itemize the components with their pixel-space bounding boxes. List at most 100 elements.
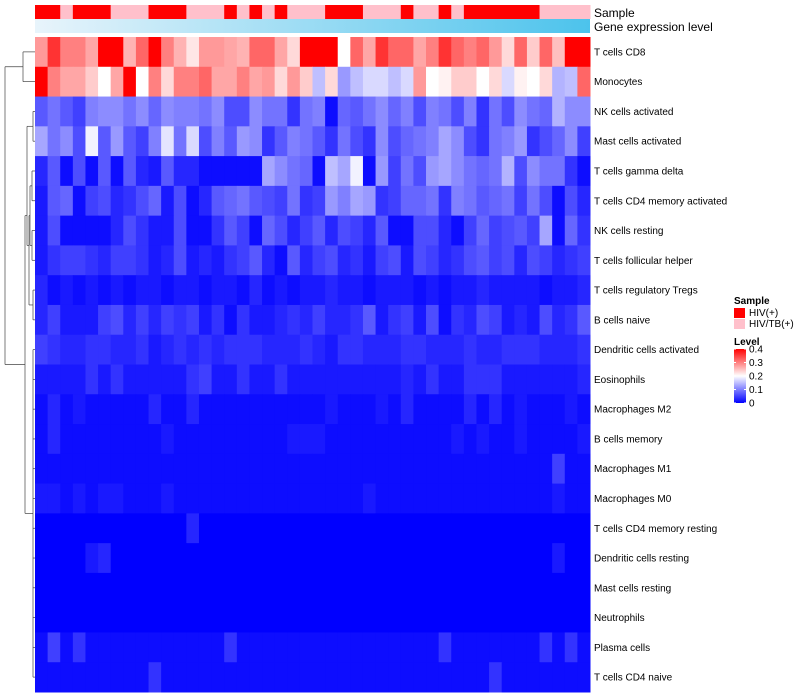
heatmap-cell <box>148 245 162 276</box>
heatmap-cell <box>526 424 541 455</box>
heatmap-cell <box>526 66 541 98</box>
heatmap-cell <box>287 245 301 276</box>
heatmap-cell <box>186 424 200 455</box>
heatmap-cell <box>224 275 238 306</box>
heatmap-cell <box>287 662 301 693</box>
heatmap-cell <box>552 483 566 514</box>
sample-annotation-cell <box>552 5 566 19</box>
heatmap-cell <box>514 662 528 693</box>
heatmap-cell <box>463 334 477 365</box>
heatmap-cell <box>211 453 225 485</box>
heatmap-cell <box>426 156 440 187</box>
heatmap-cell <box>236 453 250 485</box>
heatmap-cell <box>325 126 339 157</box>
heatmap-cell <box>135 394 150 425</box>
heatmap-cell <box>110 364 124 395</box>
heatmap-cell <box>577 96 591 127</box>
heatmap-cell <box>85 334 99 365</box>
heatmap-cell <box>514 334 528 365</box>
sample-annotation-cell <box>501 5 515 19</box>
heatmap-cell <box>312 96 326 127</box>
heatmap-cell <box>337 543 351 574</box>
heatmap-cell <box>375 215 389 246</box>
heatmap-cell <box>72 245 86 276</box>
heatmap-cell <box>539 513 553 544</box>
heatmap-cell <box>236 96 250 127</box>
heatmap-cell <box>489 334 503 365</box>
heatmap-cell <box>388 66 402 98</box>
heatmap-cell <box>249 662 263 693</box>
heatmap-cell <box>388 632 402 663</box>
heatmap-cell <box>287 275 301 306</box>
heatmap-cell <box>198 304 213 336</box>
heatmap-cell <box>552 304 566 336</box>
heatmap-cell <box>375 37 389 68</box>
level-colorbar <box>734 349 746 403</box>
heatmap-cell <box>236 602 250 633</box>
heatmap-cell <box>325 185 339 217</box>
heatmap-cell <box>451 424 465 455</box>
heatmap-cell <box>350 37 364 68</box>
heatmap-cell <box>350 632 364 663</box>
heatmap-cell <box>489 364 503 395</box>
heatmap-cell <box>85 572 99 604</box>
heatmap-cell <box>35 364 49 395</box>
heatmap-cell <box>60 424 74 455</box>
heatmap-cell <box>274 424 288 455</box>
heatmap-cell <box>501 37 515 68</box>
heatmap-cell <box>489 215 503 246</box>
heatmap-cell <box>274 245 288 276</box>
heatmap-cell <box>161 543 175 574</box>
heatmap-cell <box>400 543 414 574</box>
heatmap-cell <box>236 215 250 246</box>
heatmap-cell <box>400 483 414 514</box>
heatmap-cell <box>211 424 225 455</box>
heatmap-cell <box>123 304 137 336</box>
sample-annotation-cell <box>60 5 74 19</box>
heatmap-cell <box>262 66 276 98</box>
heatmap-cell <box>552 424 566 455</box>
heatmap-cell <box>224 632 238 663</box>
heatmap-cell <box>85 513 99 544</box>
heatmap-cell <box>161 662 175 693</box>
heatmap-cell <box>224 126 238 157</box>
heatmap-cell <box>426 185 440 217</box>
heatmap-cell <box>123 126 137 157</box>
heatmap-cell <box>72 364 86 395</box>
heatmap-cell <box>426 424 440 455</box>
heatmap-cell <box>299 245 313 276</box>
heatmap-cell <box>501 424 515 455</box>
row-label: Dendritic cells resting <box>594 554 689 565</box>
heatmap-cell <box>325 66 339 98</box>
heatmap-cell <box>123 215 137 246</box>
heatmap-cell <box>98 632 112 663</box>
heatmap-cell <box>299 632 313 663</box>
heatmap-cell <box>35 394 49 425</box>
heatmap-cell <box>85 126 99 157</box>
heatmap-cell <box>35 334 49 365</box>
heatmap-cell <box>350 126 364 157</box>
heatmap-cell <box>539 215 553 246</box>
heatmap-cell <box>224 602 238 633</box>
heatmap-cell <box>161 632 175 663</box>
heatmap-cell <box>85 364 99 395</box>
heatmap-cell <box>98 245 112 276</box>
heatmap-cell <box>362 662 377 693</box>
heatmap-cell <box>198 424 213 455</box>
heatmap-cell <box>110 334 124 365</box>
heatmap-cell <box>173 66 187 98</box>
heatmap-cell <box>161 513 175 544</box>
heatmap-cell <box>514 424 528 455</box>
heatmap-cell <box>426 275 440 306</box>
heatmap-cell <box>274 662 288 693</box>
heatmap-cell <box>35 37 49 68</box>
heatmap-cell <box>426 364 440 395</box>
sample-annotation-cell <box>148 5 162 19</box>
heatmap-cell <box>552 394 566 425</box>
heatmap-cell <box>262 334 276 365</box>
heatmap-cell <box>337 453 351 485</box>
heatmap-cell <box>287 185 301 217</box>
heatmap-cell <box>224 424 238 455</box>
row-label: Macrophages M0 <box>594 494 672 505</box>
heatmap-cell <box>47 483 61 514</box>
